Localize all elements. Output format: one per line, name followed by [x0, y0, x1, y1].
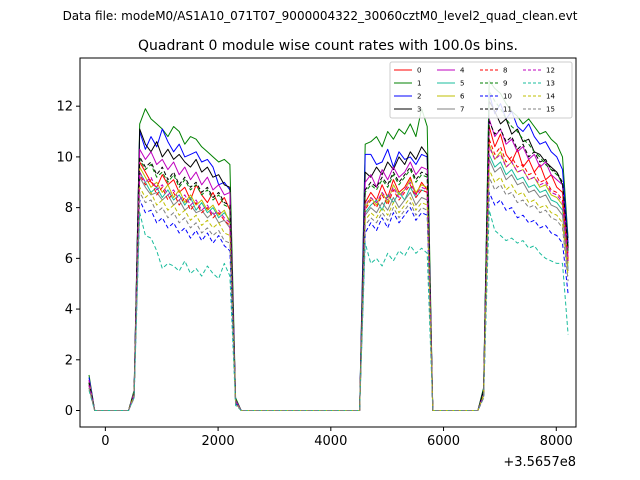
- series-line-11: [88, 120, 569, 411]
- legend-label-1: 1: [417, 80, 421, 88]
- y-tick-label: 4: [65, 303, 73, 318]
- y-axis: 0 2 4 6 8 10 12: [56, 100, 80, 419]
- series-line-12: [88, 146, 569, 411]
- x-axis: 0 2000 4000 6000 8000: [101, 427, 573, 449]
- legend-label-6: 6: [460, 93, 465, 101]
- figure-suptitle: Data file: modeM0/AS1A10_071T07_90000043…: [63, 9, 578, 23]
- series-line-8: [88, 138, 569, 411]
- x-tick-label: 2000: [202, 434, 235, 449]
- legend-label-3: 3: [417, 106, 421, 114]
- legend-label-8: 8: [503, 67, 507, 75]
- y-tick-label: 2: [65, 353, 73, 368]
- series-line-7: [88, 158, 569, 411]
- series-line-9: [88, 90, 569, 411]
- legend-label-12: 12: [546, 67, 555, 75]
- series-line-15: [88, 176, 569, 411]
- series-line-13: [88, 209, 569, 411]
- legend-label-4: 4: [460, 67, 465, 75]
- legend-label-5: 5: [460, 80, 464, 88]
- y-tick-label: 10: [56, 150, 73, 165]
- legend-label-10: 10: [503, 93, 512, 101]
- legend-label-7: 7: [460, 106, 464, 114]
- series-line-1: [88, 80, 569, 411]
- x-tick-label: 8000: [540, 434, 573, 449]
- series-line-10: [88, 191, 569, 411]
- legend-label-15: 15: [546, 106, 555, 114]
- series-line-14: [88, 169, 569, 411]
- x-tick-label: 6000: [427, 434, 460, 449]
- x-offset-label: +3.5657e8: [503, 455, 576, 470]
- plot-frame: [79, 57, 577, 428]
- legend-label-2: 2: [417, 93, 421, 101]
- y-tick-label: 0: [65, 404, 73, 419]
- legend-label-0: 0: [417, 67, 421, 75]
- x-tick-label: 4000: [314, 434, 347, 449]
- series-line-5: [88, 153, 569, 411]
- y-tick-label: 12: [56, 100, 73, 115]
- series-line-2: [88, 93, 569, 411]
- legend-label-11: 11: [503, 106, 512, 114]
- y-tick-label: 8: [65, 201, 73, 216]
- legend-label-9: 9: [503, 80, 507, 88]
- series-layer: [88, 80, 569, 411]
- x-tick-label: 0: [101, 434, 109, 449]
- series-line-6: [88, 143, 569, 411]
- legend-label-13: 13: [546, 80, 555, 88]
- series-line-0: [88, 126, 569, 411]
- legend-label-14: 14: [546, 93, 555, 101]
- legend-box: [389, 61, 573, 119]
- chart-title: Quadrant 0 module wise count rates with …: [138, 38, 518, 54]
- y-tick-label: 6: [65, 252, 73, 267]
- series-line-3: [88, 100, 569, 411]
